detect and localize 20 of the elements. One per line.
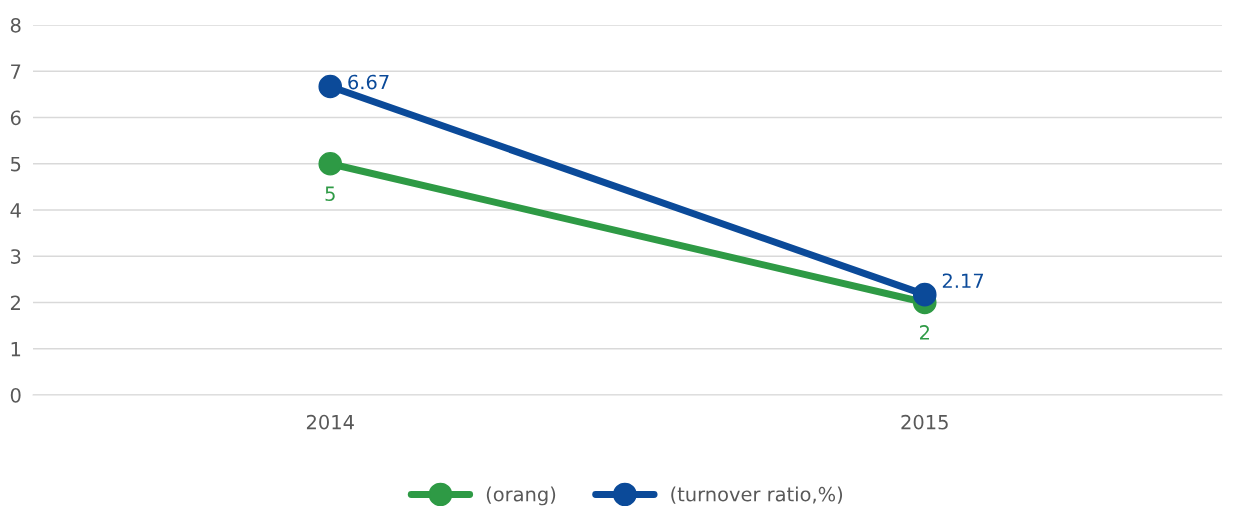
legend-label: (turnover ratio,%) [671, 486, 843, 504]
y-tick-label: 6 [10, 110, 21, 126]
y-tick-label: 2 [10, 295, 20, 310]
legend-label: (orang) [486, 486, 556, 506]
y-tick-label: 3 [11, 249, 21, 264]
point [912, 282, 937, 307]
x-tick-label: 2014 [306, 414, 354, 430]
y-tick-label: 7 [11, 64, 21, 79]
x-tick-label: 2015 [901, 414, 948, 430]
y-tick-label: 4 [10, 203, 21, 218]
data-label: 5 [325, 186, 335, 202]
y-tick-label: 5 [11, 156, 21, 172]
data-label: 2.17 [942, 273, 984, 288]
point [318, 151, 343, 176]
data-label: 6.67 [348, 74, 389, 90]
y-tick-label: 0 [10, 387, 21, 403]
y-tick-label: 1 [11, 341, 21, 357]
y-tick-label: 8 [10, 17, 21, 33]
data-label: 2 [919, 325, 929, 340]
point [318, 74, 343, 99]
